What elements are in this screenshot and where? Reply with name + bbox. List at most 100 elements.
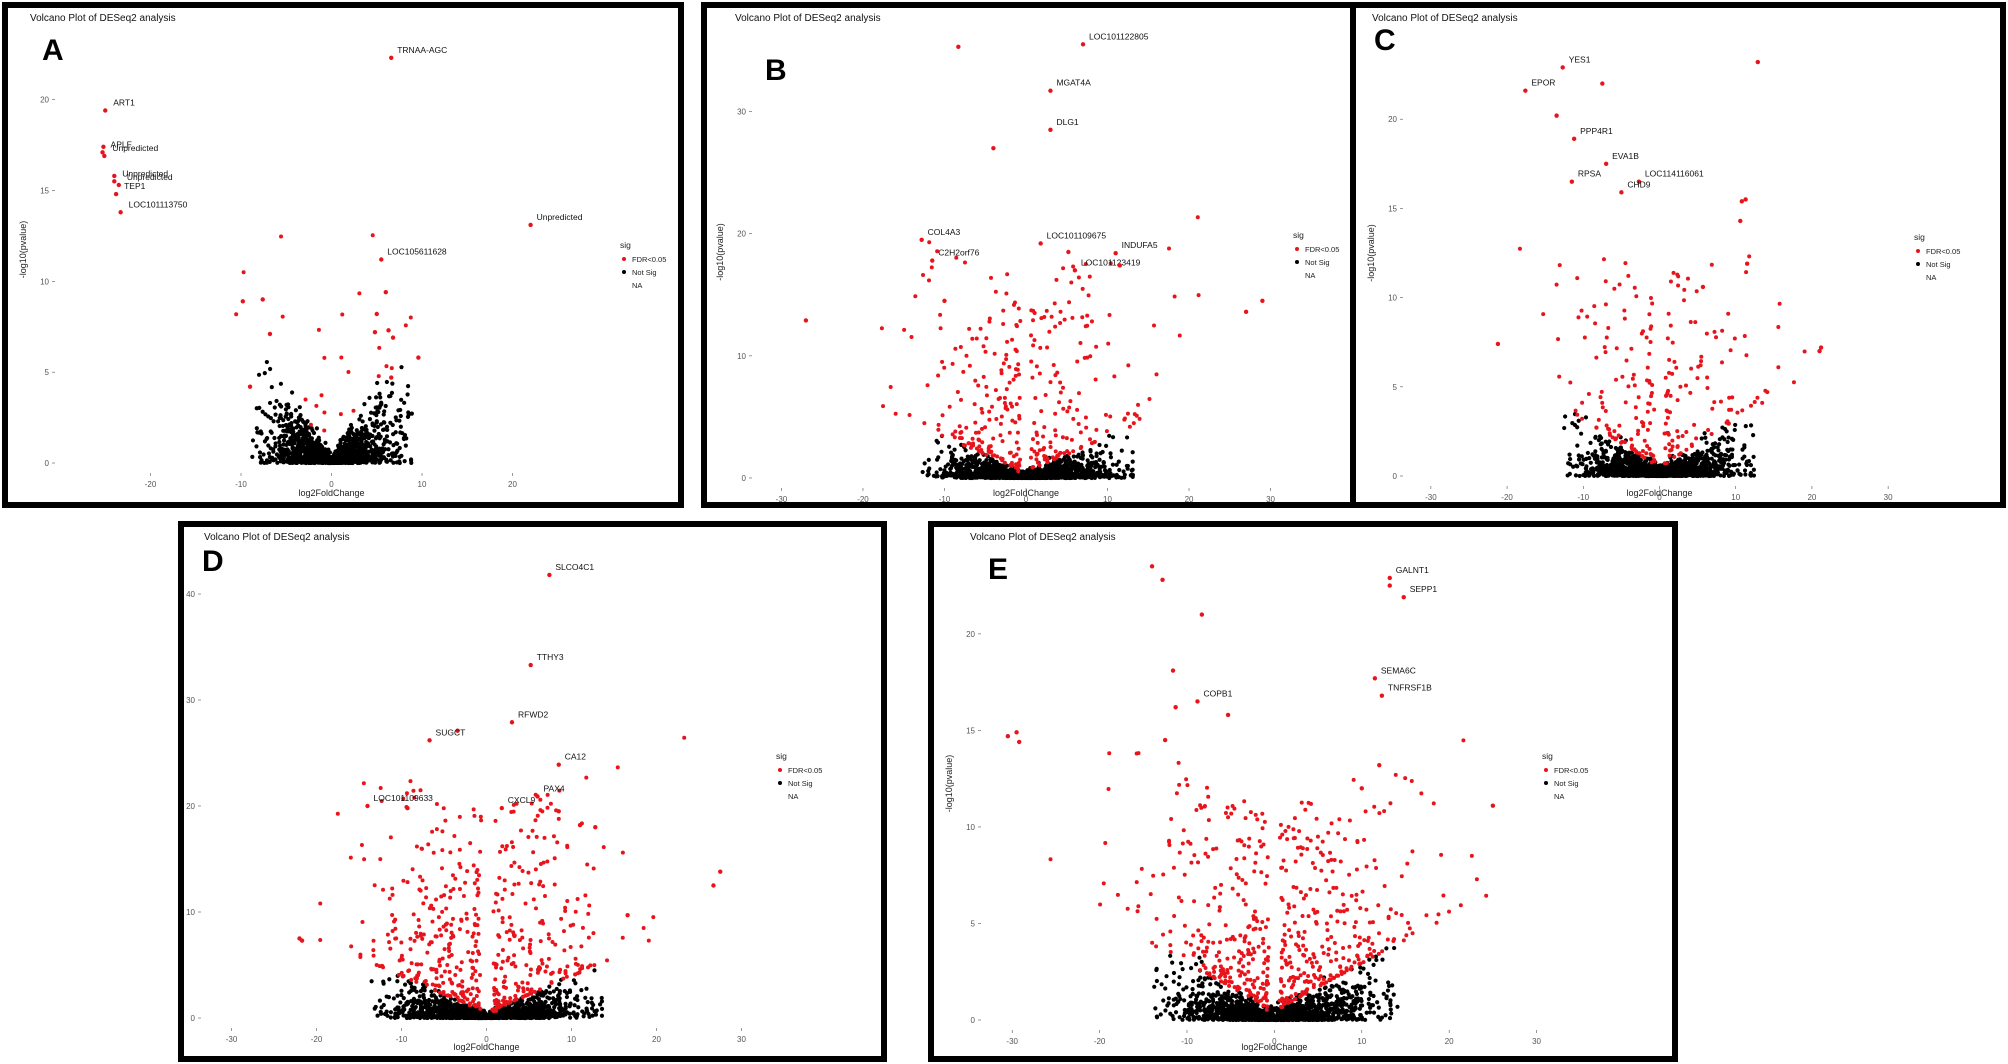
legend-swatch <box>622 257 626 261</box>
not-sig-point <box>358 447 363 452</box>
sig-point <box>1668 279 1673 284</box>
not-sig-point <box>1101 460 1106 465</box>
sig-point <box>972 402 977 407</box>
not-sig-point <box>942 468 947 473</box>
sig-point <box>319 393 324 398</box>
sig-point <box>1068 399 1073 404</box>
not-sig-point <box>1712 466 1718 471</box>
legend-swatch <box>1295 260 1299 264</box>
not-sig-point <box>294 458 300 463</box>
not-sig-point <box>1611 456 1616 461</box>
not-sig-point <box>266 443 271 448</box>
sig-point <box>999 368 1004 373</box>
not-sig-point <box>1072 465 1077 471</box>
sig-point <box>921 272 926 277</box>
not-sig-point <box>286 416 291 422</box>
not-sig-point <box>254 426 259 431</box>
not-sig-point <box>366 435 371 441</box>
sig-point <box>1069 437 1074 442</box>
not-sig-point <box>1104 443 1109 448</box>
highlight-point <box>267 331 273 337</box>
not-sig-point <box>1748 423 1754 428</box>
not-sig-point <box>976 460 981 465</box>
not-sig-point <box>1677 472 1682 478</box>
not-sig-point <box>315 438 320 443</box>
not-sig-point <box>1637 460 1642 466</box>
not-sig-point <box>1595 454 1600 459</box>
x-tick-label: 10 <box>1731 493 1740 502</box>
not-sig-point <box>973 472 978 478</box>
sig-point <box>927 240 932 245</box>
not-sig-point <box>285 440 290 445</box>
sig-point <box>408 315 413 320</box>
not-sig-point <box>962 466 967 471</box>
sig-point <box>1076 422 1081 427</box>
not-sig-point <box>388 458 393 463</box>
sig-point <box>1575 412 1580 417</box>
not-sig-point <box>402 400 407 405</box>
not-sig-point <box>382 427 387 432</box>
not-sig-point <box>1725 439 1730 445</box>
not-sig-point <box>271 419 276 424</box>
sig-point <box>1032 449 1037 454</box>
not-sig-point <box>374 435 379 440</box>
y-tick-label: 5 <box>45 368 50 377</box>
not-sig-point <box>1627 470 1632 476</box>
sig-point <box>1018 457 1023 462</box>
sig-point <box>1104 429 1109 434</box>
not-sig-point <box>296 415 302 420</box>
not-sig-point <box>294 420 299 425</box>
sig-point <box>1034 364 1039 369</box>
not-sig-point <box>314 426 320 431</box>
sig-point <box>968 445 973 450</box>
not-sig-point <box>1041 472 1047 477</box>
not-sig-point <box>281 438 287 443</box>
not-sig-point <box>274 452 280 457</box>
sig-point <box>938 312 943 317</box>
not-sig-point <box>963 448 968 453</box>
not-sig-point <box>1727 456 1732 461</box>
not-sig-point <box>1751 473 1757 478</box>
not-sig-point <box>347 442 353 448</box>
not-sig-point <box>931 473 936 478</box>
not-sig-point <box>1677 461 1682 466</box>
sig-point <box>1064 436 1069 441</box>
chart-title: Volcano Plot of DESeq2 analysis <box>1372 13 1518 24</box>
sig-point <box>1058 390 1063 395</box>
not-sig-point <box>384 434 390 439</box>
not-sig-point <box>351 436 356 441</box>
not-sig-point <box>292 435 297 440</box>
sig-point <box>976 383 981 388</box>
not-sig-point <box>293 408 298 413</box>
not-sig-point <box>1110 462 1116 467</box>
x-tick-label: 30 <box>1266 495 1275 502</box>
x-tick-label: -20 <box>857 495 869 502</box>
not-sig-point <box>277 439 282 445</box>
not-sig-point <box>360 427 366 432</box>
sig-point <box>1055 370 1060 375</box>
not-sig-point <box>382 437 387 442</box>
highlight-point <box>930 258 935 263</box>
not-sig-point <box>1742 454 1747 459</box>
not-sig-point <box>1045 472 1050 478</box>
highlight-point <box>1117 263 1122 268</box>
y-tick-label: 30 <box>737 108 746 117</box>
sig-point <box>1084 425 1089 430</box>
point-label: LOC101109675 <box>1047 230 1107 240</box>
sig-point <box>998 421 1003 426</box>
not-sig-point <box>961 470 967 475</box>
sig-point <box>1039 409 1044 414</box>
not-sig-point <box>1701 473 1706 478</box>
not-sig-point <box>278 434 284 439</box>
not-sig-point <box>1090 474 1095 479</box>
sig-point <box>1007 430 1012 435</box>
sig-point <box>1037 371 1042 376</box>
point-label: LOC101113750 <box>129 199 188 209</box>
highlight-point <box>372 329 378 335</box>
not-sig-point <box>338 438 343 443</box>
panel-b: Volcano Plot of DESeq2 analysis B -30 -20 -1… <box>701 2 1370 508</box>
not-sig-point <box>967 475 973 480</box>
sig-point <box>1002 401 1007 406</box>
not-sig-point <box>1642 464 1647 469</box>
sig-point <box>1151 323 1156 328</box>
